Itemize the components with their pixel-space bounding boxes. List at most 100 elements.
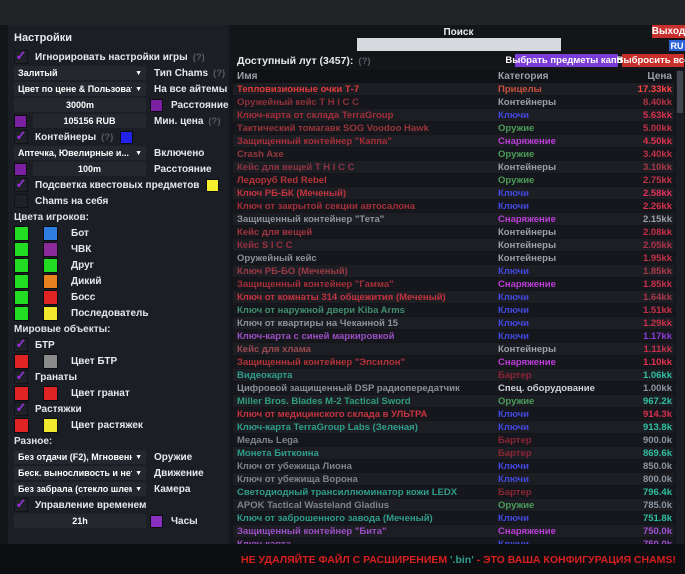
loot-row[interactable]: Ключ РБ-БК (Меченый) Ключи 2.58kk — [233, 187, 674, 199]
chams-type-dropdown[interactable]: Залитый ▼ — [14, 66, 146, 80]
weapon-options-dropdown[interactable]: Без отдачи (F2), Мгновенное п▼ — [14, 450, 146, 464]
btr-checkbox[interactable]: ✓ — [14, 337, 28, 352]
loot-filter-dropdown[interactable]: Аптечка, Ювелирные и... ▼ — [14, 146, 146, 160]
loot-row[interactable]: Оружейный кейс T H I C C Контейнеры 8.40kk — [233, 96, 674, 108]
loot-row[interactable]: Защищенный контейнер "Гамма" Снаряжение 1.… — [233, 278, 674, 290]
boss-color-swatch-1[interactable] — [14, 289, 29, 305]
loot-row[interactable]: Кейс для вещей T H I C C Контейнеры 3.10kk — [233, 161, 674, 173]
ignore-game-settings-checkbox[interactable]: ✓ — [14, 49, 28, 64]
scav-color-swatch-2[interactable] — [43, 273, 58, 289]
hours-color-swatch[interactable] — [150, 514, 163, 528]
loot-row[interactable]: Ключ-карта TerraGroup Labs (Зеленая) Ключ… — [233, 421, 674, 433]
scav-color-label: Дикий — [71, 275, 102, 287]
loot-row[interactable]: Светодиодный трансиллюминатор кожи LEDX Б… — [233, 486, 674, 498]
quest-highlight-checkbox[interactable]: ✓ — [14, 177, 28, 192]
loot-row[interactable]: Ключ-карта Ключи 750.0k — [233, 538, 674, 544]
loot-row[interactable]: Ключ от комнаты 314 общежития (Меченый) К… — [233, 291, 674, 303]
chams-distance-color-swatch[interactable] — [150, 98, 163, 112]
select-kappa-items-button[interactable]: Выбрать предметы каппа — [505, 54, 628, 67]
loot-help-icon[interactable]: (?) — [358, 56, 371, 67]
containers-help-icon[interactable]: (?) — [101, 131, 114, 143]
loot-row[interactable]: Кейс для хлама Контейнеры 1.11kk — [233, 343, 674, 355]
friend-color-swatch-1[interactable] — [14, 257, 29, 273]
loot-item-category: Контейнеры — [498, 252, 557, 264]
loot-row[interactable]: Защищенный контейнер "Каппа" Снаряжение 4.… — [233, 135, 674, 147]
loot-row[interactable]: Тепловизионные очки Т-7 Прицелы 17.33kk — [233, 83, 674, 95]
loot-row[interactable]: Цифровой защищенный DSP радиопередатчик С… — [233, 382, 674, 394]
min-price-color-swatch[interactable] — [14, 114, 27, 128]
pmc-color-swatch-1[interactable] — [14, 241, 29, 257]
tripwire-color-swatch-1[interactable] — [14, 417, 29, 433]
loot-item-price: 1.51kk — [642, 304, 672, 316]
grenade-color-swatch-1[interactable] — [14, 385, 29, 401]
ignore-game-settings-help-icon[interactable]: (?) — [192, 51, 205, 63]
loot-row[interactable]: Кейс S I C C Контейнеры 2.05kk — [233, 239, 674, 251]
column-name[interactable]: Имя — [237, 71, 258, 82]
loot-row[interactable]: Оружейный кейс Контейнеры 1.95kk — [233, 252, 674, 264]
loot-row[interactable]: Ключ от убежища Лиона Ключи 850.0k — [233, 460, 674, 472]
time-control-checkbox[interactable]: ✓ — [14, 497, 28, 512]
follower-color-swatch-1[interactable] — [14, 305, 29, 321]
loot-row[interactable]: Ключ РБ-БО (Меченый) Ключи 1.85kk — [233, 265, 674, 277]
movement-options-dropdown[interactable]: Беск. выносливость и нет уста▼ — [14, 466, 146, 480]
loot-scrollbar[interactable] — [676, 70, 684, 544]
scav-color-swatch-1[interactable] — [14, 273, 29, 289]
bot-color-swatch-1[interactable] — [14, 225, 29, 241]
loot-item-price: 751.8k — [642, 512, 672, 524]
btr-color-swatch-2[interactable] — [43, 353, 58, 369]
loot-row[interactable]: Ключ-карта от склада TerraGroup Ключи 5.63… — [233, 109, 674, 121]
hours-input[interactable]: 21h — [14, 514, 146, 528]
containers-checkbox[interactable]: ✓ — [14, 129, 28, 144]
column-price[interactable]: Цена — [647, 71, 672, 82]
loot-row[interactable]: Защищенный контейнер "Тета" Снаряжение 2.1… — [233, 213, 674, 225]
loot-item-name: Защищенный контейнер "Тета" — [237, 213, 385, 225]
exit-button[interactable]: Выход — [651, 25, 685, 38]
chams-type-label: Тип Chams — [154, 67, 209, 79]
loot-row[interactable]: Ключ от заброшенного завода (Меченый) Клю… — [233, 512, 674, 524]
chams-type-help-icon[interactable]: (?) — [213, 67, 226, 79]
loot-row[interactable]: Защищенный контейнер "Бита" Снаряжение 750… — [233, 525, 674, 537]
tripwire-color-swatch-2[interactable] — [43, 417, 58, 433]
chevron-down-icon: ▼ — [135, 469, 142, 477]
column-category[interactable]: Категория — [498, 71, 549, 82]
min-price-help-icon[interactable]: (?) — [208, 115, 221, 127]
loot-row[interactable]: APOK Tactical Wasteland Gladius Оружие 785… — [233, 499, 674, 511]
pmc-color-swatch-2[interactable] — [43, 241, 58, 257]
loot-scrollbar-thumb[interactable] — [677, 71, 683, 113]
loot-row[interactable]: Кейс для вещей Контейнеры 2.08kk — [233, 226, 674, 238]
loot-row[interactable]: Тактический томагавк SOG Voodoo Hawk Оруж… — [233, 122, 674, 134]
bot-color-swatch-2[interactable] — [43, 225, 58, 241]
loot-row[interactable]: Ключ от медицинского склада в УЛЬТРА Ключ… — [233, 408, 674, 420]
language-button[interactable]: RU — [669, 40, 685, 51]
loot-distance-input[interactable]: 100m — [33, 162, 146, 176]
chams-distance-input[interactable]: 3000m — [14, 98, 146, 112]
loot-distance-color-swatch[interactable] — [14, 162, 27, 176]
quest-highlight-color-swatch[interactable] — [206, 178, 220, 192]
loot-row[interactable]: Ключ от закрытой секции автосалона Ключи 2… — [233, 200, 674, 212]
chams-self-checkbox[interactable] — [14, 194, 28, 208]
loot-row[interactable]: Медаль Lega Бартер 900.0k — [233, 434, 674, 446]
camera-options-dropdown[interactable]: Без забрала (стекло шлема) ▼ — [14, 482, 146, 496]
grenades-checkbox[interactable]: ✓ — [14, 369, 28, 384]
loot-row[interactable]: Ключ-карта с синей маркировкой Ключи 1.17k… — [233, 330, 674, 342]
grenade-color-swatch-2[interactable] — [43, 385, 58, 401]
loot-row[interactable]: Видеокарта Бартер 1.06kk — [233, 369, 674, 381]
search-input[interactable] — [357, 38, 561, 51]
drop-all-button[interactable]: Выбросить все — [616, 54, 685, 67]
loot-row[interactable]: Ключ от убежища Ворона Ключи 800.0k — [233, 473, 674, 485]
loot-row[interactable]: Монета Биткоина Бартер 869.6k — [233, 447, 674, 459]
loot-row[interactable]: Ключ от наружной двери Kiba Arms Ключи 1.5… — [233, 304, 674, 316]
tripwires-checkbox[interactable]: ✓ — [14, 401, 28, 416]
follower-color-swatch-2[interactable] — [43, 305, 58, 321]
friend-color-swatch-2[interactable] — [43, 257, 58, 273]
min-price-input[interactable]: 105156 RUB — [33, 114, 146, 128]
loot-row[interactable]: Crash Axe Оружие 3.40kk — [233, 148, 674, 160]
all-items-color-dropdown[interactable]: Цвет по цене & Пользователь▼ — [14, 82, 146, 96]
containers-color-swatch[interactable] — [120, 130, 134, 144]
loot-row[interactable]: Ледоруб Red Rebel Оружие 2.75kk — [233, 174, 674, 186]
loot-row[interactable]: Ключ от квартиры на Чеканной 15 Ключи 1.29… — [233, 317, 674, 329]
boss-color-swatch-2[interactable] — [43, 289, 58, 305]
loot-row[interactable]: Miller Bros. Blades M-2 Tactical Sword Ор… — [233, 395, 674, 407]
loot-row[interactable]: Защищенный контейнер "Эпсилон" Снаряжение… — [233, 356, 674, 368]
btr-color-swatch-1[interactable] — [14, 353, 29, 369]
